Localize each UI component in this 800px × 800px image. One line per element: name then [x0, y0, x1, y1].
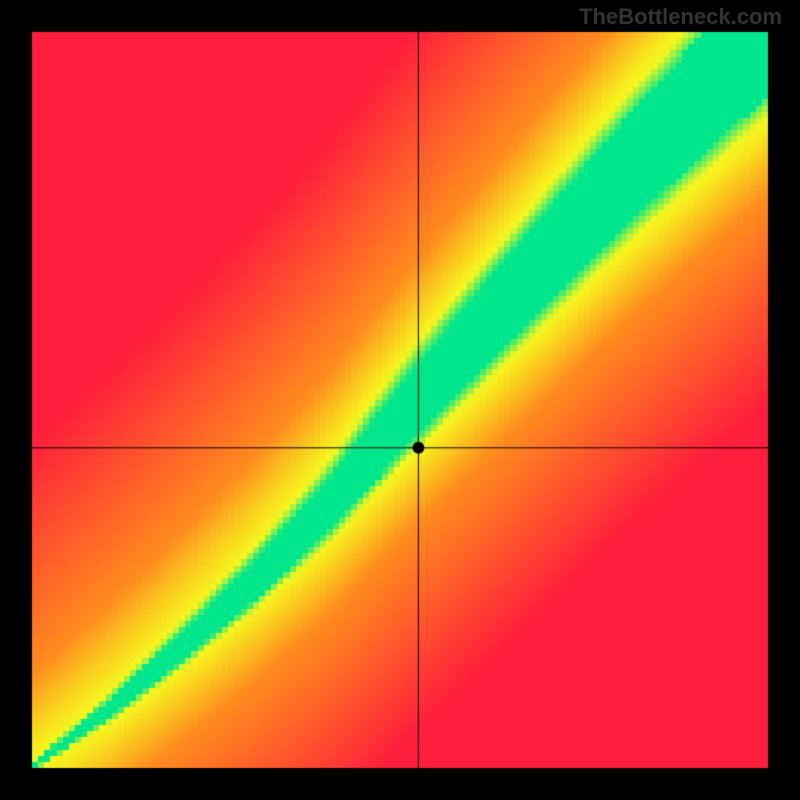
watermark-text: TheBottleneck.com — [579, 4, 782, 30]
bottleneck-heatmap — [0, 0, 800, 800]
chart-frame: TheBottleneck.com — [0, 0, 800, 800]
